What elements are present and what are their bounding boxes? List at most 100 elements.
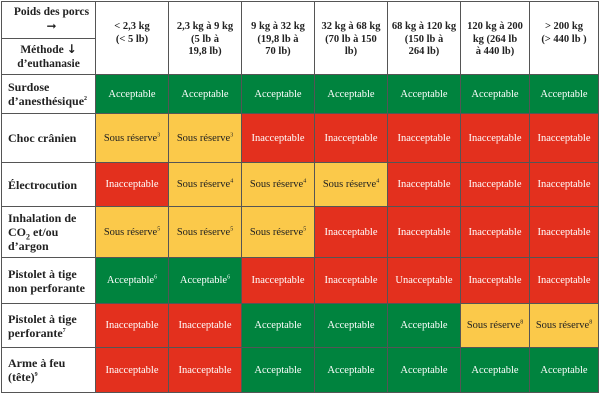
status-label: Acceptable: [400, 364, 448, 376]
status-label: Inacceptable: [468, 179, 522, 190]
status-cell-res: Sous réserve4: [241, 162, 315, 207]
status-label: Inacceptable: [105, 320, 159, 331]
status-label: Sous réserve: [103, 226, 158, 238]
status-cell-res: Sous réserve3: [95, 113, 169, 163]
column-header-line: (70 lb à 150: [325, 33, 377, 45]
status-label: Inacceptable: [537, 132, 591, 144]
status-cell-ok: Acceptable: [460, 74, 530, 114]
status-label: Acceptable: [179, 275, 228, 286]
status-label: Inacceptable: [468, 275, 522, 286]
column-header-line: (19,8 lb à: [257, 33, 299, 45]
method-name-line1: Pistolet à tige: [8, 266, 77, 281]
status-label: Acceptable: [254, 320, 302, 331]
method-name-line1: Surdose: [8, 80, 50, 94]
footnote-marker: 6: [227, 274, 231, 281]
status-cell-no: Inacceptable: [529, 206, 599, 258]
status-cell-no: Inacceptable: [529, 162, 599, 207]
method-row-header: Pistolet à tige non perforante: [1, 257, 96, 304]
table-row: Surdose d’anesthésique2 Acceptable Acceptab…: [1, 74, 599, 114]
method-label-block: Méthode ↓ d’euthanasie: [3, 42, 95, 71]
status-cell-res: Sous réserve5: [95, 206, 169, 258]
status-cell-ok: Acceptable: [241, 303, 315, 348]
status-label: Acceptable: [327, 88, 375, 100]
footnote-marker: 4: [303, 178, 307, 185]
status-cell-res: Sous réserve3: [168, 113, 242, 163]
status-cell-no: Inacceptable: [314, 206, 388, 258]
column-header-line: à 440 lb): [475, 46, 515, 57]
column-header-line: (150 lb à: [404, 33, 444, 45]
status-cell-no: Inacceptable: [241, 257, 315, 304]
table-body: Surdose d’anesthésique2 Acceptable Acceptab…: [1, 74, 599, 393]
status-cell-no: Inacceptable: [387, 206, 461, 258]
status-label: Sous réserve: [103, 132, 158, 144]
status-cell-ok: Acceptable: [314, 74, 388, 114]
status-label: Inacceptable: [537, 275, 591, 286]
status-label: Unacceptable: [395, 275, 453, 286]
status-label: Acceptable: [400, 320, 448, 331]
footnote-marker: 3: [230, 132, 234, 138]
status-label: Inacceptable: [397, 226, 451, 238]
status-cell-ok: Acceptable: [241, 74, 315, 114]
footnote-marker: 7: [62, 327, 66, 334]
status-label: Acceptable: [108, 88, 156, 100]
column-header-weight-4: 32 kg à 68 kg (70 lb à 150 lb): [314, 1, 388, 75]
status-cell-ok: Acceptable: [529, 347, 599, 393]
header-row: Poids des porcs ➞ Méthode ↓ d’euthanasie …: [1, 1, 599, 75]
status-label: Inacceptable: [178, 364, 232, 376]
status-cell-ok: Acceptable: [241, 347, 315, 393]
status-label: Acceptable: [471, 88, 519, 100]
status-cell-no: Inacceptable: [529, 113, 599, 163]
status-cell-no: Inacceptable: [95, 162, 169, 207]
method-name-line2: non perforante: [8, 280, 85, 295]
status-label: Inacceptable: [537, 179, 591, 190]
status-label: Inacceptable: [324, 226, 378, 238]
status-label: Acceptable: [540, 364, 588, 376]
method-name-line2: perforante: [8, 325, 63, 340]
method-label-line2: d’euthanasie: [17, 58, 80, 70]
status-label: Sous réserve: [249, 179, 304, 190]
status-cell-no: Inacceptable: [95, 347, 169, 393]
status-cell-no: Inacceptable: [387, 162, 461, 207]
status-cell-no: Inacceptable: [460, 113, 530, 163]
status-label: Sous réserve: [466, 320, 521, 331]
status-label: Acceptable: [106, 275, 155, 286]
arrow-right-icon: ➞: [46, 19, 57, 33]
column-header-weight-5: 68 kg à 120 kg (150 lb à 264 lb): [387, 1, 461, 75]
status-cell-ok: Acceptable6: [95, 257, 169, 304]
status-label: Acceptable: [327, 320, 375, 331]
column-header-weight-7: > 200 kg (> 440 lb ): [529, 1, 599, 75]
status-label: Sous réserve: [249, 226, 304, 238]
status-cell-ok: Acceptable: [314, 303, 388, 348]
arrow-down-icon: ↓: [66, 42, 77, 56]
column-header-line: < 2,3 kg: [114, 21, 150, 32]
corner-divider: [2, 38, 95, 39]
footnote-marker: 5: [230, 226, 234, 232]
method-label-text: Méthode ↓ d’euthanasie: [17, 42, 80, 70]
status-cell-no: Inacceptable: [387, 113, 461, 163]
method-label-line1: Méthode: [20, 44, 67, 56]
method-label: Méthode ↓ d’euthanasie: [17, 42, 80, 70]
footnote-marker: 5: [157, 226, 161, 232]
status-cell-no: Unacceptable: [387, 257, 461, 304]
method-name-line1: Pistolet à tige: [8, 311, 77, 326]
status-label: Sous réserve: [535, 320, 590, 331]
status-cell-ok: Acceptable: [529, 74, 599, 114]
status-cell-no: Inacceptable: [241, 113, 315, 163]
status-cell-no: Inacceptable: [460, 162, 530, 207]
table-row: Choc crânien Sous réserve3 Sous réserve3 In…: [1, 113, 599, 163]
table-row: Inhalation de CO2 et/ou d’argon Sous réserv…: [1, 206, 599, 258]
method-row-header: Arme à feu (tête)9: [1, 347, 96, 393]
footnote-marker: 8: [589, 319, 593, 326]
status-label: Inacceptable: [324, 275, 378, 286]
status-label: Sous réserve: [176, 132, 231, 144]
status-cell-res: Sous réserve5: [241, 206, 315, 258]
status-cell-no: Inacceptable: [314, 257, 388, 304]
status-cell-ok: Acceptable6: [168, 257, 242, 304]
status-cell-ok: Acceptable: [95, 74, 169, 114]
status-label: Inacceptable: [251, 132, 305, 144]
status-cell-no: Inacceptable: [168, 347, 242, 393]
column-header-line: 32 kg à 68 kg: [321, 21, 381, 32]
status-label: Inacceptable: [178, 320, 232, 331]
method-name-line1: Arme à feu: [8, 356, 66, 370]
method-name-line1: Choc crânien: [8, 131, 77, 145]
